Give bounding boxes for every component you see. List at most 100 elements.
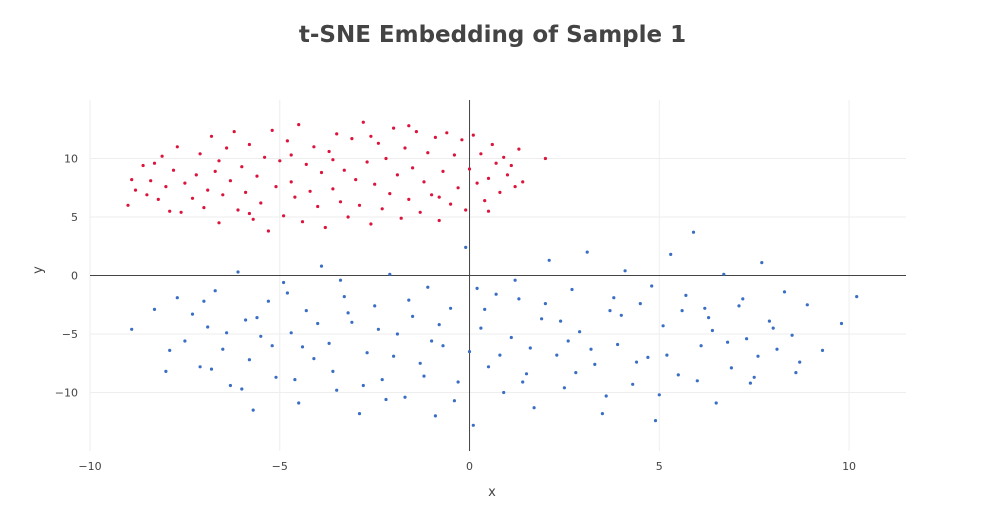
data-point [209, 134, 214, 138]
data-point [490, 142, 494, 147]
data-point [486, 209, 491, 213]
data-point [289, 331, 293, 335]
data-point [361, 120, 365, 124]
data-point [392, 126, 396, 130]
data-point [638, 302, 642, 306]
data-point [259, 201, 263, 205]
tick-labels: −10 −5 0 5 10 −10 −5 0 5 10 [55, 153, 856, 474]
data-point [521, 380, 525, 384]
data-point [509, 163, 513, 168]
data-point [308, 189, 312, 193]
chart-title: t-SNE Embedding of Sample 1 [298, 22, 687, 48]
data-point [228, 179, 232, 183]
data-point [798, 360, 802, 364]
data-point [422, 374, 426, 378]
data-point [665, 353, 669, 357]
data-point [566, 339, 570, 343]
data-point [710, 328, 715, 333]
data-point [338, 278, 343, 282]
data-point [168, 209, 172, 213]
data-point [745, 337, 749, 341]
data-point [354, 178, 358, 182]
data-point [228, 383, 232, 388]
data-point [312, 145, 316, 149]
data-point [699, 344, 703, 348]
data-point [414, 130, 418, 134]
data-point [460, 138, 464, 142]
data-point [399, 216, 403, 220]
data-point [206, 325, 210, 329]
data-point [403, 395, 407, 399]
data-point [350, 137, 354, 141]
x-tick-label: −10 [78, 460, 101, 473]
data-point [494, 161, 498, 165]
data-point [782, 290, 787, 294]
data-point [342, 168, 346, 172]
data-point [213, 169, 217, 173]
data-point [585, 250, 589, 254]
data-point [589, 347, 593, 351]
data-point [247, 211, 251, 216]
data-point [236, 270, 240, 274]
data-point [183, 339, 187, 343]
data-point [126, 203, 130, 207]
data-point [517, 297, 521, 301]
data-point [247, 142, 251, 147]
data-point [130, 327, 134, 331]
data-point [156, 197, 160, 201]
data-point [369, 222, 373, 226]
data-point [244, 190, 248, 194]
data-point [760, 261, 764, 265]
data-point [479, 326, 483, 330]
data-point [513, 278, 517, 282]
data-point [695, 379, 699, 383]
data-point [376, 141, 380, 145]
data-point [327, 341, 331, 345]
data-point [179, 210, 183, 214]
data-point [304, 162, 308, 166]
data-point [464, 245, 468, 249]
data-point [445, 131, 449, 135]
data-point [342, 295, 346, 299]
data-point [350, 320, 354, 324]
data-point [407, 197, 411, 201]
data-point [513, 185, 517, 189]
data-point [232, 130, 236, 134]
data-point [467, 167, 472, 171]
data-point [331, 187, 335, 191]
data-point [319, 170, 324, 175]
data-point [373, 182, 377, 186]
data-point [805, 303, 809, 307]
data-point [528, 346, 532, 350]
data-point [152, 307, 157, 311]
data-point [335, 388, 339, 392]
data-point [574, 371, 578, 375]
y-tick-label: −5 [62, 328, 78, 341]
data-point [160, 154, 164, 158]
data-point [130, 178, 134, 182]
data-point [486, 365, 491, 369]
data-point [748, 381, 753, 385]
data-point [543, 302, 548, 306]
data-point [726, 340, 730, 344]
data-point [619, 313, 623, 317]
data-point [752, 375, 756, 379]
data-point [263, 155, 267, 159]
data-point [437, 323, 441, 327]
data-point [319, 264, 324, 268]
data-point [509, 335, 513, 340]
data-point [190, 312, 195, 316]
data-point [707, 316, 711, 320]
data-point [524, 372, 529, 376]
data-point [285, 291, 289, 295]
data-point [395, 332, 399, 336]
data-point [505, 173, 510, 177]
data-point [494, 292, 498, 296]
data-point [331, 369, 335, 373]
y-axis-title: y [31, 266, 46, 274]
data-point [475, 181, 479, 185]
data-point [498, 190, 502, 194]
data-point [653, 419, 658, 423]
data-point [198, 365, 202, 369]
